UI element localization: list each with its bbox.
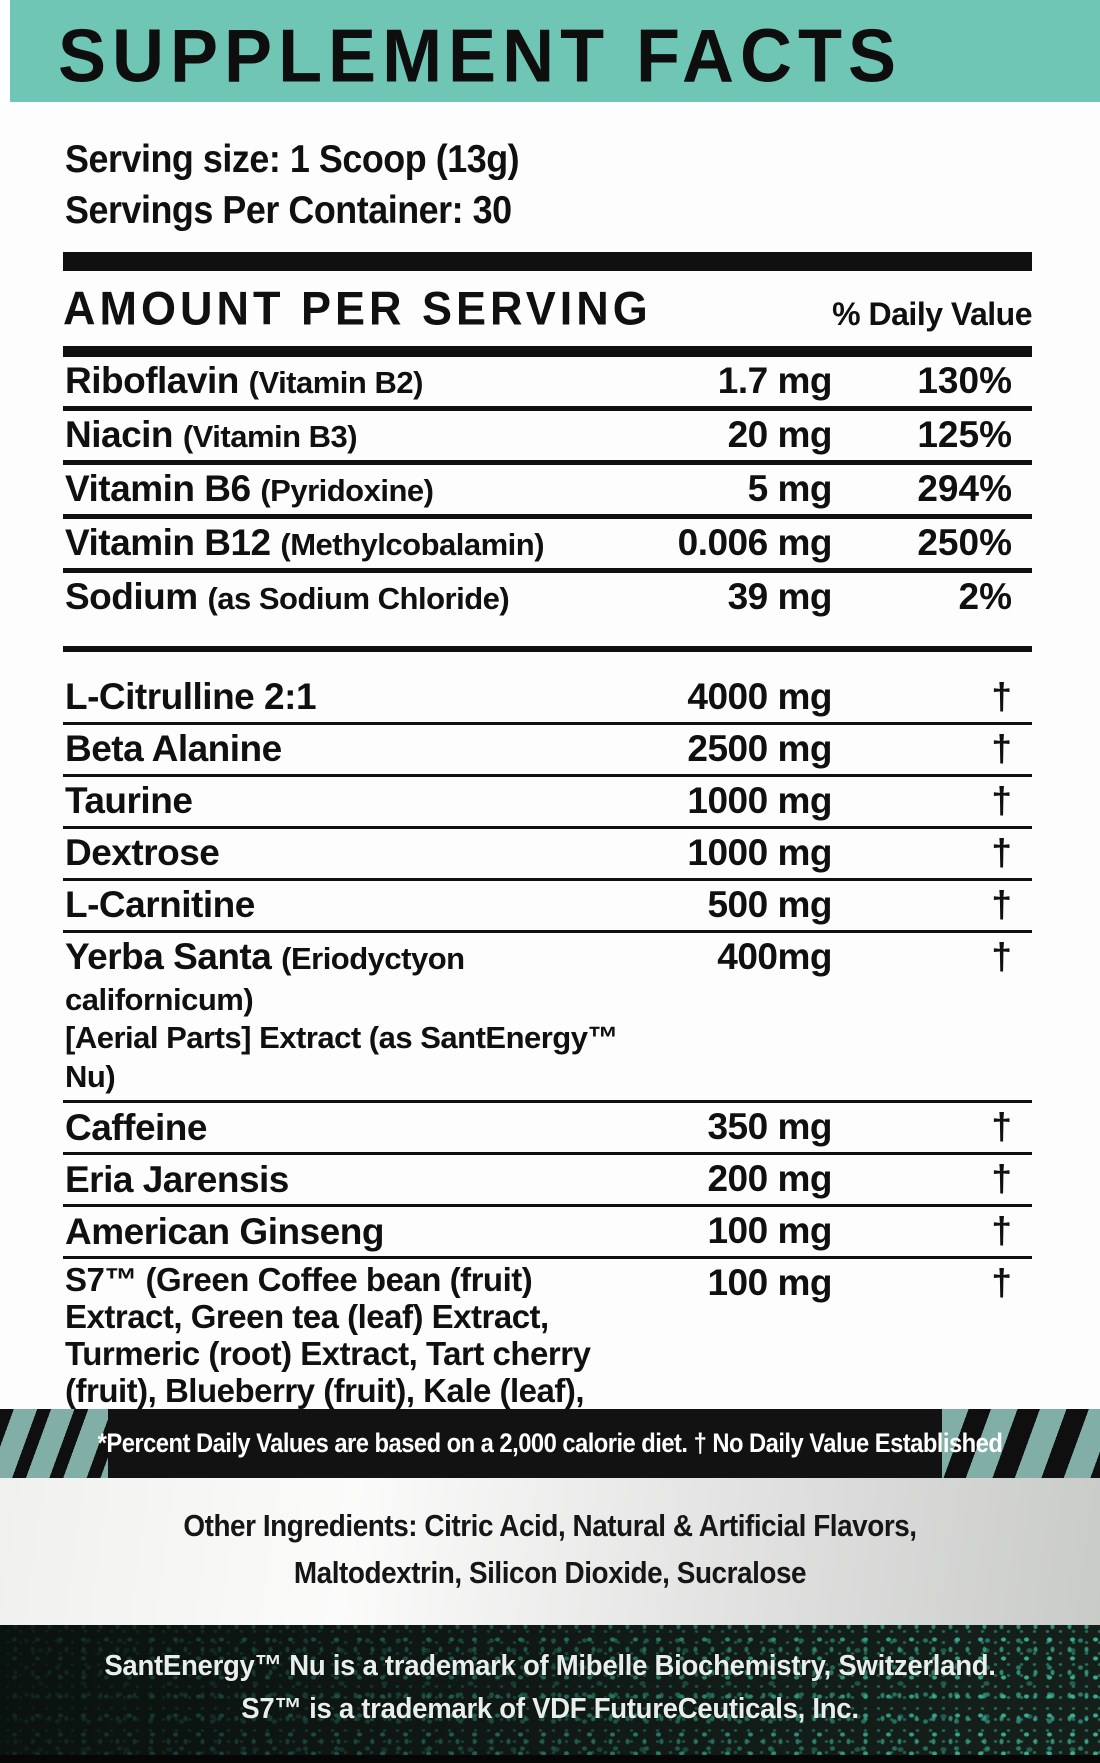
amount-value: 39 mg <box>727 576 833 617</box>
ingredient-name: Riboflavin <box>65 360 239 402</box>
table-row-l-carnitine: L-Carnitine 500 mg † <box>63 878 1032 930</box>
medium-rule <box>63 346 1032 357</box>
other-ingredients-band: Other Ingredients: Citric Acid, Natural … <box>0 1478 1100 1625</box>
ingredient-qualifier: (Pyridoxine) <box>260 473 434 509</box>
daily-value: 130% <box>917 360 1012 401</box>
serving-size-line: Serving size: 1 Scoop (13g) <box>65 138 520 181</box>
header-band: SUPPLEMENT FACTS <box>0 0 1100 102</box>
daily-value: † <box>991 884 1012 925</box>
amount-value: 4000 mg <box>687 676 832 717</box>
amount-value: 1000 mg <box>687 780 832 821</box>
ingredient-qualifier: (as Sodium Chloride) <box>207 581 510 617</box>
ingredient-name: L-Citrulline 2:1 <box>65 676 317 718</box>
ingredient-qualifier: (Vitamin B3) <box>182 419 358 455</box>
amount-value: 20 mg <box>727 414 833 455</box>
actives-group: L-Citrulline 2:1 4000 mg † Beta Alanine … <box>63 652 1032 1465</box>
amount-value: 1000 mg <box>687 832 832 873</box>
table-row-vitamin-b12: Vitamin B12 (Methylcobalamin) 0.006 mg 2… <box>63 514 1032 568</box>
table-header-row: AMOUNT PER SERVING % Daily Value <box>63 281 1032 336</box>
daily-value: † <box>991 1210 1012 1252</box>
table-row-yerba-santa: Yerba Santa (Eriodyctyon californicum) [… <box>63 930 1032 1100</box>
ingredient-name: Eria Jarensis <box>65 1158 289 1200</box>
daily-value: 2% <box>958 576 1012 617</box>
amount-value: 350 mg <box>707 1106 832 1148</box>
ingredient-qualifier: (Vitamin B2) <box>248 365 424 401</box>
amount-value: 200 mg <box>707 1158 832 1200</box>
ingredient-qualifier: (Methylcobalamin) <box>280 527 545 563</box>
table-row-taurine: Taurine 1000 mg † <box>63 774 1032 826</box>
ingredient-name: Caffeine <box>65 1106 207 1148</box>
diagonal-stripes-right <box>942 1409 1100 1478</box>
amount-per-serving-heading: AMOUNT PER SERVING <box>63 281 652 335</box>
table-row-eria-jarensis: Eria Jarensis 200 mg † <box>63 1152 1032 1204</box>
footnote-band: *Percent Daily Values are based on a 2,0… <box>0 1409 1100 1478</box>
ingredient-name: Taurine <box>65 780 193 822</box>
servings-per-container-line: Servings Per Container: 30 <box>65 189 512 232</box>
bottom-black-strip <box>0 1755 1100 1763</box>
table-row-l-citrulline: L-Citrulline 2:1 4000 mg † <box>63 652 1032 722</box>
table-row-beta-alanine: Beta Alanine 2500 mg † <box>63 722 1032 774</box>
ingredient-name-line2: [Aerial Parts] Extract (as SantEnergy™ N… <box>65 1019 619 1094</box>
daily-value: † <box>991 1262 1012 1304</box>
vitamins-group: Riboflavin (Vitamin B2) 1.7 mg 130% Niac… <box>63 357 1032 622</box>
daily-value: † <box>991 1106 1012 1148</box>
amount-value: 100 mg <box>707 1262 832 1304</box>
ingredient-name: Yerba Santa <box>65 936 272 977</box>
scan-margin-strip <box>0 0 10 102</box>
trademark-line2: S7™ is a trademark of VDF FutureCeutical… <box>241 1693 859 1725</box>
section-divider-rule <box>63 646 1032 652</box>
diagonal-stripes-left <box>0 1409 108 1478</box>
table-row-dextrose: Dextrose 1000 mg † <box>63 826 1032 878</box>
other-ingredients-line2: Maltodextrin, Silicon Dioxide, Sucralose <box>293 1555 807 1590</box>
ingredient-name: Sodium <box>65 576 198 618</box>
daily-value: 125% <box>917 414 1012 455</box>
amount-value: 1.7 mg <box>717 360 833 401</box>
facts-table: AMOUNT PER SERVING % Daily Value Ribofla… <box>63 252 1032 1502</box>
amount-value: 5 mg <box>747 468 833 509</box>
ingredient-name: S7™ <box>65 1261 137 1299</box>
ingredient-name: American Ginseng <box>65 1210 384 1252</box>
ingredient-name: Vitamin B6 <box>65 468 251 510</box>
table-row-riboflavin: Riboflavin (Vitamin B2) 1.7 mg 130% <box>63 357 1032 406</box>
trademark-band: SantEnergy™ Nu is a trademark of Mibelle… <box>0 1625 1100 1755</box>
daily-value: † <box>991 780 1012 821</box>
amount-value: 100 mg <box>707 1210 832 1252</box>
daily-value-heading: % Daily Value <box>832 296 1032 332</box>
daily-value: † <box>991 676 1012 717</box>
trademark-line1: SantEnergy™ Nu is a trademark of Mibelle… <box>104 1650 996 1682</box>
thick-rule-top <box>63 252 1032 271</box>
amount-value: 400mg <box>717 936 832 977</box>
table-row-sodium: Sodium (as Sodium Chloride) 39 mg 2% <box>63 568 1032 622</box>
daily-value-footnote: *Percent Daily Values are based on a 2,0… <box>97 1428 1003 1458</box>
page-title: SUPPLEMENT FACTS <box>58 15 903 99</box>
ingredient-qualifier: (Eriodyctyon californicum) <box>65 941 465 1018</box>
serving-info: Serving size: 1 Scoop (13g) Servings Per… <box>65 134 559 236</box>
daily-value: † <box>991 832 1012 873</box>
daily-value: 294% <box>917 468 1012 509</box>
table-row-niacin: Niacin (Vitamin B3) 20 mg 125% <box>63 406 1032 460</box>
table-row-caffeine: Caffeine 350 mg † <box>63 1100 1032 1152</box>
table-row-american-ginseng: American Ginseng 100 mg † <box>63 1204 1032 1256</box>
amount-value: 0.006 mg <box>677 522 833 563</box>
daily-value: † <box>991 728 1012 769</box>
other-ingredients-line1: Other Ingredients: Citric Acid, Natural … <box>183 1508 917 1543</box>
ingredient-name: Dextrose <box>65 832 220 874</box>
amount-value: 2500 mg <box>687 728 832 769</box>
daily-value: 250% <box>917 522 1012 563</box>
daily-value: † <box>991 1158 1012 1200</box>
ingredient-name: Niacin <box>65 414 174 456</box>
ingredient-name: Vitamin B12 <box>65 522 271 564</box>
table-row-vitamin-b6: Vitamin B6 (Pyridoxine) 5 mg 294% <box>63 460 1032 514</box>
ingredient-name: L-Carnitine <box>65 884 255 926</box>
ingredient-name: Beta Alanine <box>65 728 282 770</box>
amount-value: 500 mg <box>707 884 832 925</box>
daily-value: † <box>991 936 1012 977</box>
